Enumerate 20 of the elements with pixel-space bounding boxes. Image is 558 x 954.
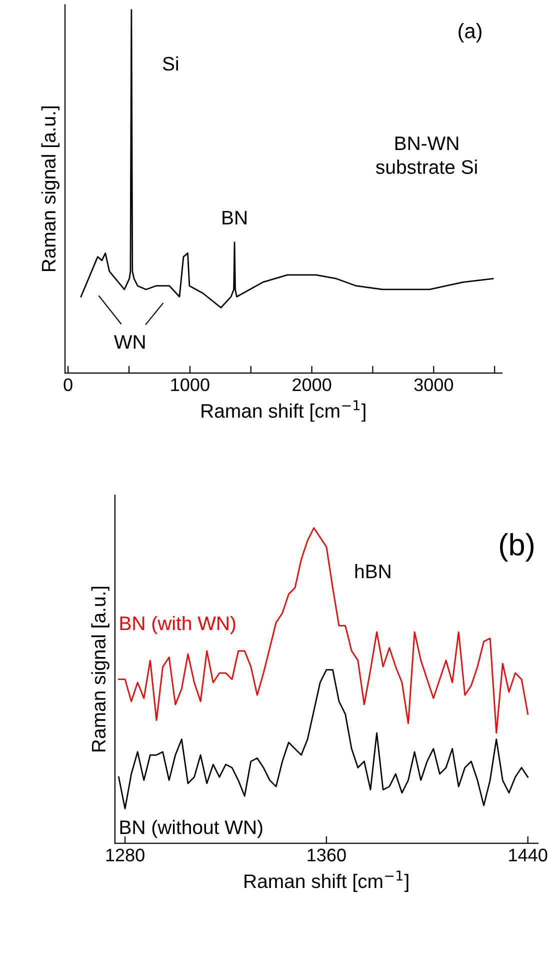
x-tick-label: 1280 xyxy=(106,848,144,862)
series-label: BN (without WN) xyxy=(120,820,262,838)
x-axis-title: Raman shift [cm$^{−1}$] xyxy=(244,870,408,892)
annotation: (b) xyxy=(500,533,534,562)
series-label: BN (with WN) xyxy=(120,616,236,634)
annotation: BN xyxy=(222,210,246,224)
annotation: WN xyxy=(114,335,145,349)
x-tick-label: 1000 xyxy=(171,378,210,392)
annotation: hBN xyxy=(355,564,390,578)
x-tick-label: 2000 xyxy=(292,378,332,392)
annotation: (a) xyxy=(458,23,482,42)
x-tick-label: 3000 xyxy=(414,378,454,392)
x-axis-title: Raman shift [cm$^{−1}$] xyxy=(202,400,366,422)
y-axis-title: Raman signal [a.u.] xyxy=(41,106,60,272)
annotation: BN-WN substrate Si xyxy=(376,136,477,174)
x-tick-label: 0 xyxy=(64,378,72,392)
x-tick-label: 1360 xyxy=(308,848,346,862)
x-tick-label: 1440 xyxy=(509,848,548,862)
annotation: Si xyxy=(162,56,178,71)
y-axis-title: Raman signal [a.u.] xyxy=(91,586,110,752)
